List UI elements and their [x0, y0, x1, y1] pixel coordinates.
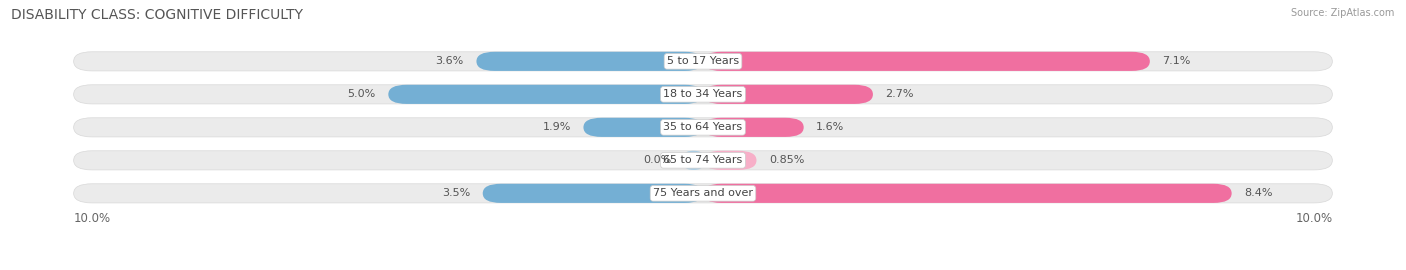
FancyBboxPatch shape — [703, 118, 804, 137]
Text: 3.5%: 3.5% — [441, 188, 470, 198]
FancyBboxPatch shape — [583, 118, 703, 137]
Text: 10.0%: 10.0% — [1295, 212, 1333, 225]
Text: DISABILITY CLASS: COGNITIVE DIFFICULTY: DISABILITY CLASS: COGNITIVE DIFFICULTY — [11, 8, 304, 22]
FancyBboxPatch shape — [388, 85, 703, 104]
Text: 18 to 34 Years: 18 to 34 Years — [664, 89, 742, 99]
Text: 0.85%: 0.85% — [769, 155, 804, 165]
Text: Source: ZipAtlas.com: Source: ZipAtlas.com — [1291, 8, 1395, 18]
FancyBboxPatch shape — [703, 85, 873, 104]
FancyBboxPatch shape — [477, 52, 703, 71]
FancyBboxPatch shape — [482, 184, 703, 203]
FancyBboxPatch shape — [703, 184, 1232, 203]
FancyBboxPatch shape — [703, 151, 756, 170]
Text: 10.0%: 10.0% — [73, 212, 111, 225]
Text: 7.1%: 7.1% — [1163, 56, 1191, 66]
Text: 5 to 17 Years: 5 to 17 Years — [666, 56, 740, 66]
Text: 8.4%: 8.4% — [1244, 188, 1272, 198]
FancyBboxPatch shape — [73, 151, 1333, 170]
FancyBboxPatch shape — [73, 52, 1333, 71]
FancyBboxPatch shape — [73, 85, 1333, 104]
FancyBboxPatch shape — [73, 118, 1333, 137]
Text: 35 to 64 Years: 35 to 64 Years — [664, 122, 742, 132]
Text: 5.0%: 5.0% — [347, 89, 375, 99]
Text: 75 Years and over: 75 Years and over — [652, 188, 754, 198]
Text: 0.0%: 0.0% — [644, 155, 672, 165]
Text: 3.6%: 3.6% — [436, 56, 464, 66]
Text: 65 to 74 Years: 65 to 74 Years — [664, 155, 742, 165]
FancyBboxPatch shape — [685, 151, 703, 170]
Text: 1.6%: 1.6% — [817, 122, 845, 132]
Text: 1.9%: 1.9% — [543, 122, 571, 132]
Text: 2.7%: 2.7% — [886, 89, 914, 99]
FancyBboxPatch shape — [703, 52, 1150, 71]
FancyBboxPatch shape — [73, 184, 1333, 203]
